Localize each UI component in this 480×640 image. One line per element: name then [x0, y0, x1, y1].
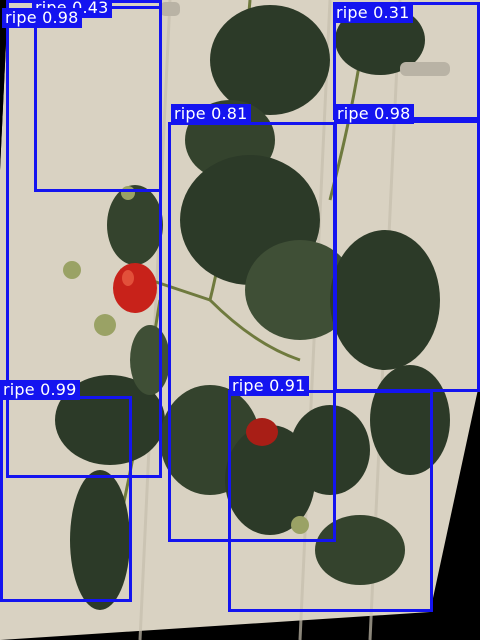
panel-fittings — [160, 2, 450, 76]
detection-label: ripe 0.99 — [0, 380, 80, 400]
detection-box — [228, 390, 433, 612]
detection-label: ripe 0.31 — [333, 3, 413, 23]
detection-label: ripe 0.98 — [2, 8, 82, 28]
strawberries — [113, 263, 278, 446]
leaves — [55, 5, 450, 610]
detection-box — [334, 120, 480, 392]
flower-buds — [63, 186, 309, 534]
detection-label: ripe 0.98 — [334, 104, 414, 124]
detection-label: ripe 0.91 — [229, 376, 309, 396]
detection-box — [0, 396, 132, 602]
detection-label: ripe 0.81 — [171, 104, 251, 124]
